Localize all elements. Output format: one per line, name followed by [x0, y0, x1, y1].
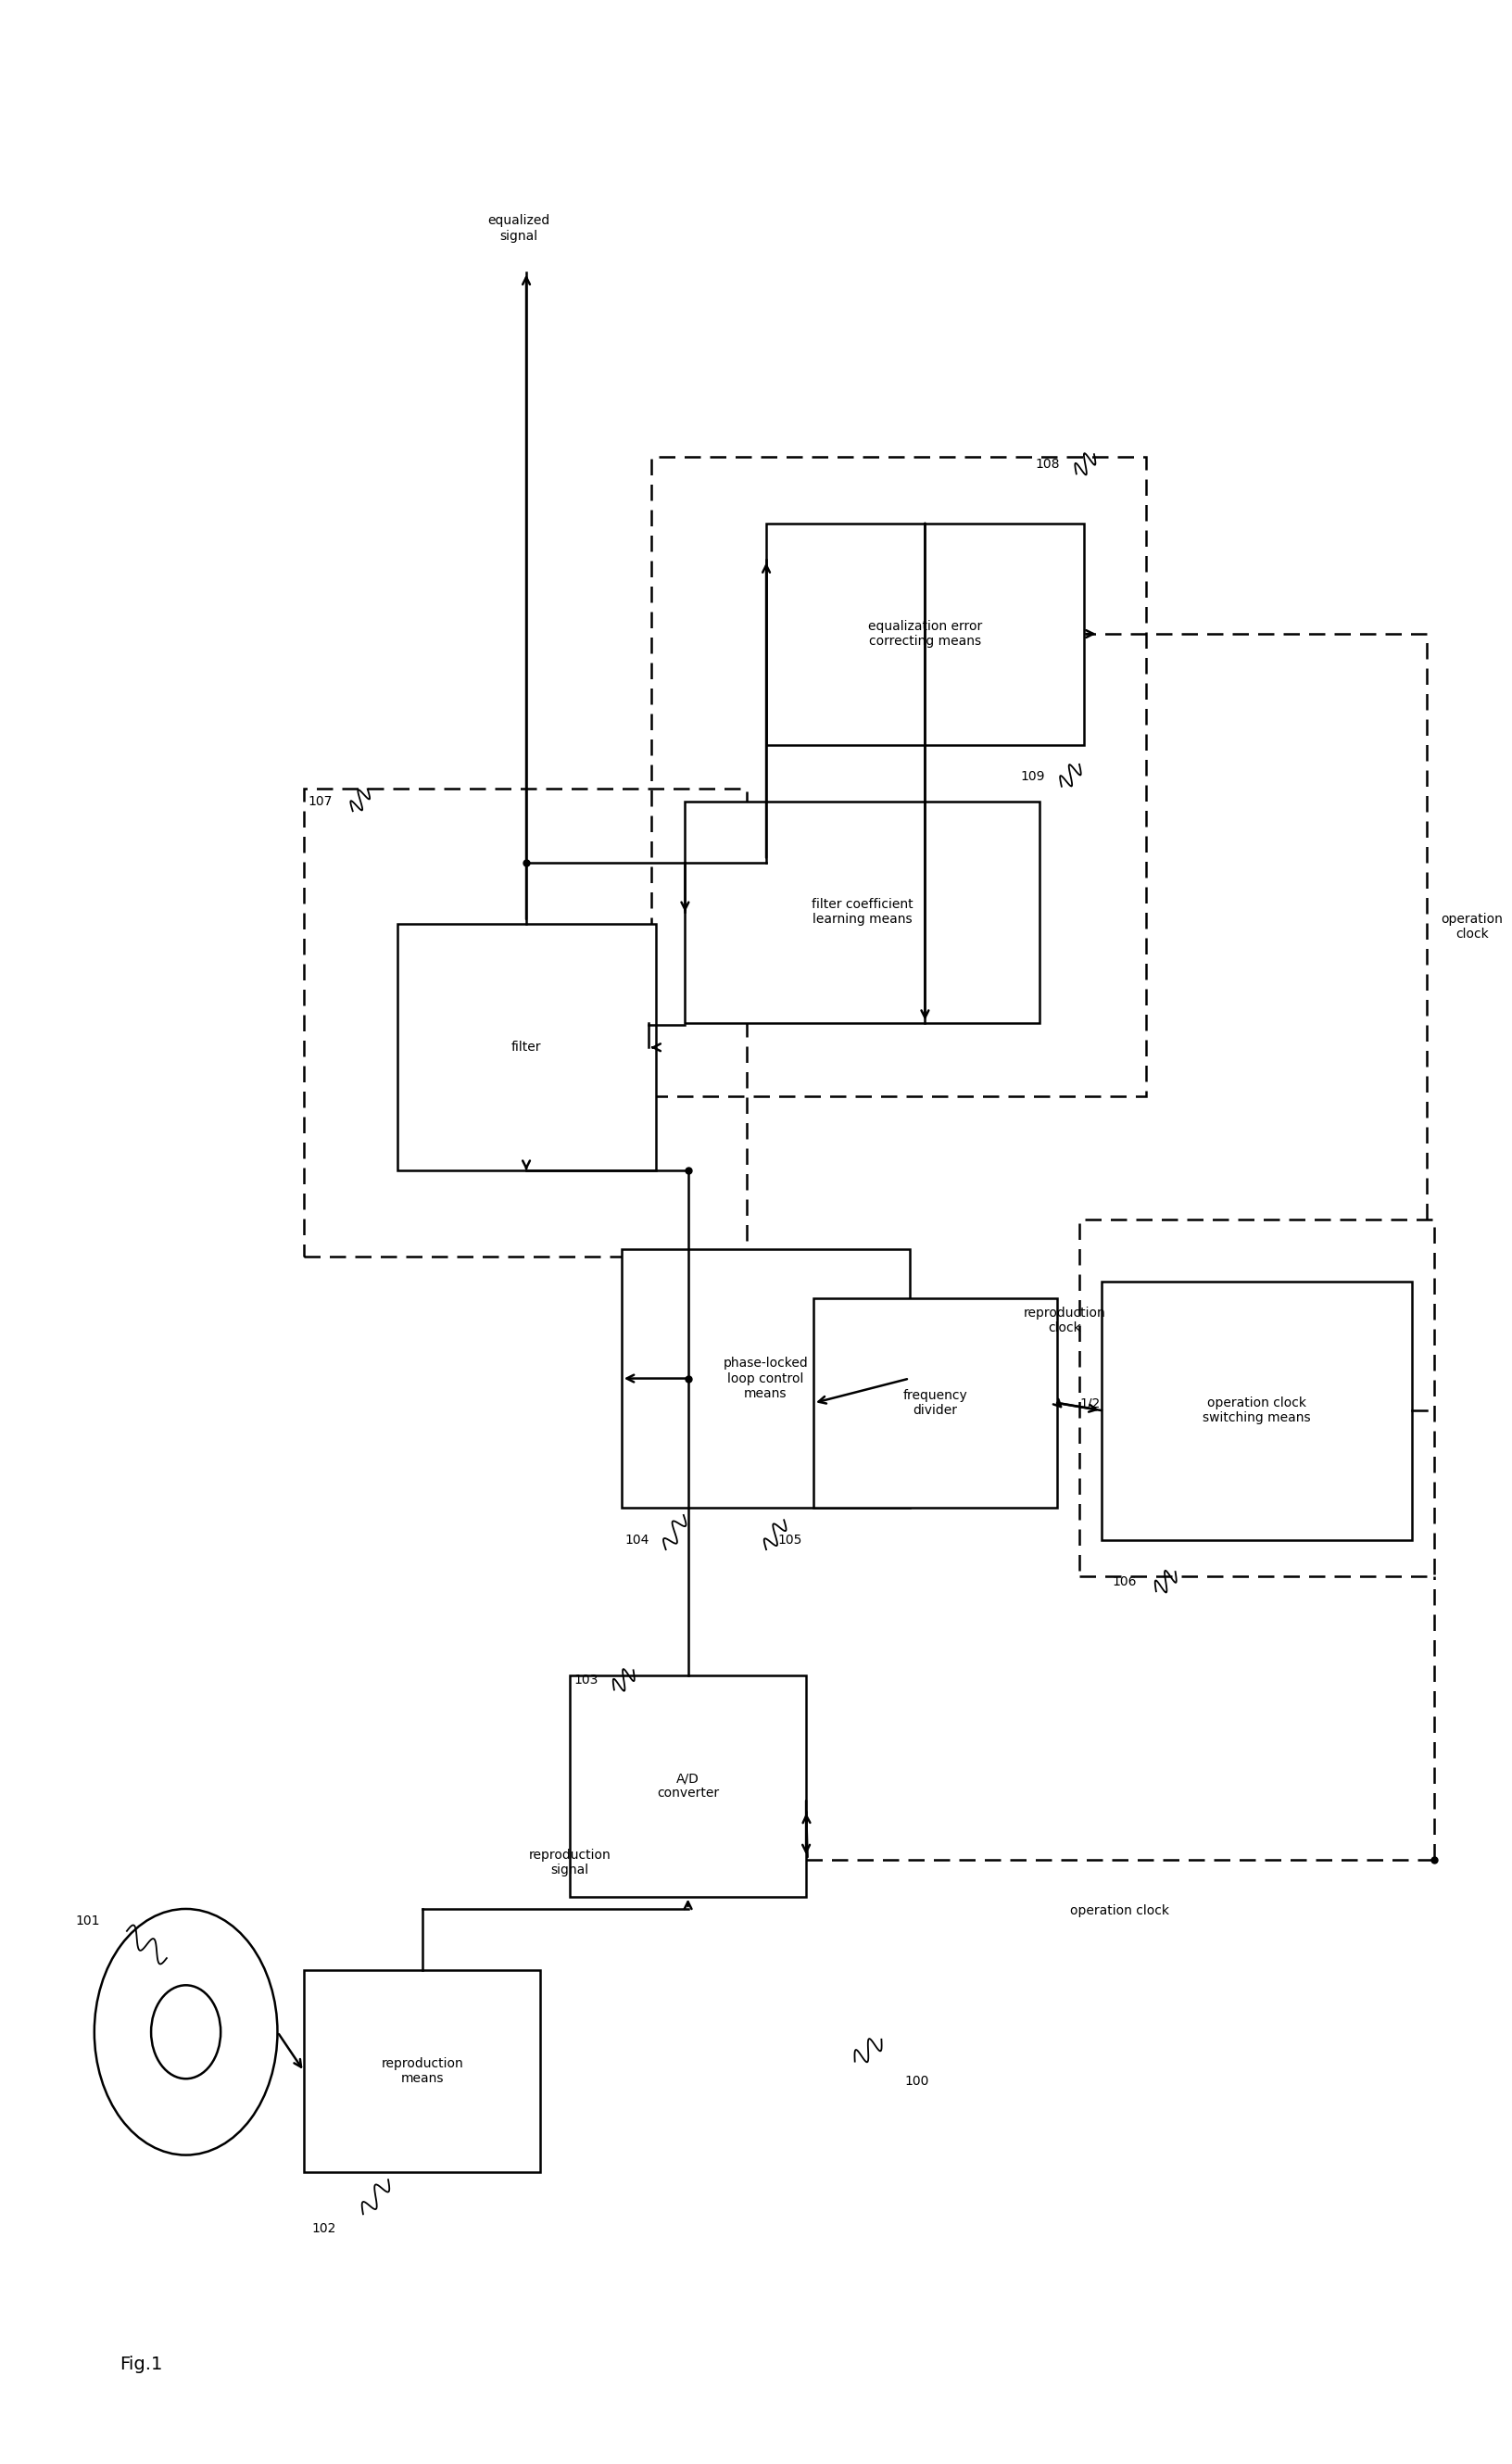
- FancyBboxPatch shape: [621, 1249, 910, 1508]
- Text: 100: 100: [904, 2075, 928, 2087]
- Ellipse shape: [151, 1986, 221, 2080]
- FancyBboxPatch shape: [1101, 1281, 1412, 1540]
- FancyBboxPatch shape: [304, 1971, 540, 2173]
- Text: operation clock
switching means: operation clock switching means: [1202, 1397, 1311, 1424]
- Ellipse shape: [94, 1910, 277, 2156]
- Text: 102: 102: [311, 2223, 336, 2235]
- Text: Fig.1: Fig.1: [119, 2356, 162, 2373]
- Text: reproduction
clock: reproduction clock: [1024, 1306, 1105, 1333]
- Text: 105: 105: [777, 1533, 801, 1547]
- Text: equalized
signal: equalized signal: [488, 214, 550, 241]
- Text: frequency
divider: frequency divider: [903, 1390, 968, 1417]
- Text: 107: 107: [308, 796, 333, 808]
- Text: 103: 103: [575, 1673, 599, 1685]
- Text: operation
clock: operation clock: [1441, 912, 1503, 941]
- Text: 106: 106: [1111, 1574, 1137, 1587]
- Text: 109: 109: [1021, 771, 1045, 784]
- Text: reproduction
means: reproduction means: [381, 2057, 463, 2085]
- FancyBboxPatch shape: [685, 801, 1039, 1023]
- Text: reproduction
signal: reproduction signal: [529, 1848, 611, 1878]
- Text: 104: 104: [624, 1533, 649, 1547]
- FancyBboxPatch shape: [398, 924, 656, 1170]
- Text: 101: 101: [76, 1915, 100, 1927]
- Text: phase-locked
loop control
means: phase-locked loop control means: [723, 1358, 807, 1400]
- FancyBboxPatch shape: [767, 522, 1084, 744]
- Text: operation clock: operation clock: [1070, 1905, 1169, 1917]
- Text: A/D
converter: A/D converter: [656, 1772, 720, 1799]
- Text: filter coefficient
learning means: filter coefficient learning means: [812, 897, 913, 926]
- Text: 1/2: 1/2: [1080, 1397, 1099, 1409]
- FancyBboxPatch shape: [570, 1676, 806, 1897]
- Text: 108: 108: [1036, 458, 1060, 471]
- Text: filter: filter: [511, 1040, 541, 1055]
- Text: equalization error
correcting means: equalization error correcting means: [868, 621, 983, 648]
- FancyBboxPatch shape: [813, 1299, 1057, 1508]
